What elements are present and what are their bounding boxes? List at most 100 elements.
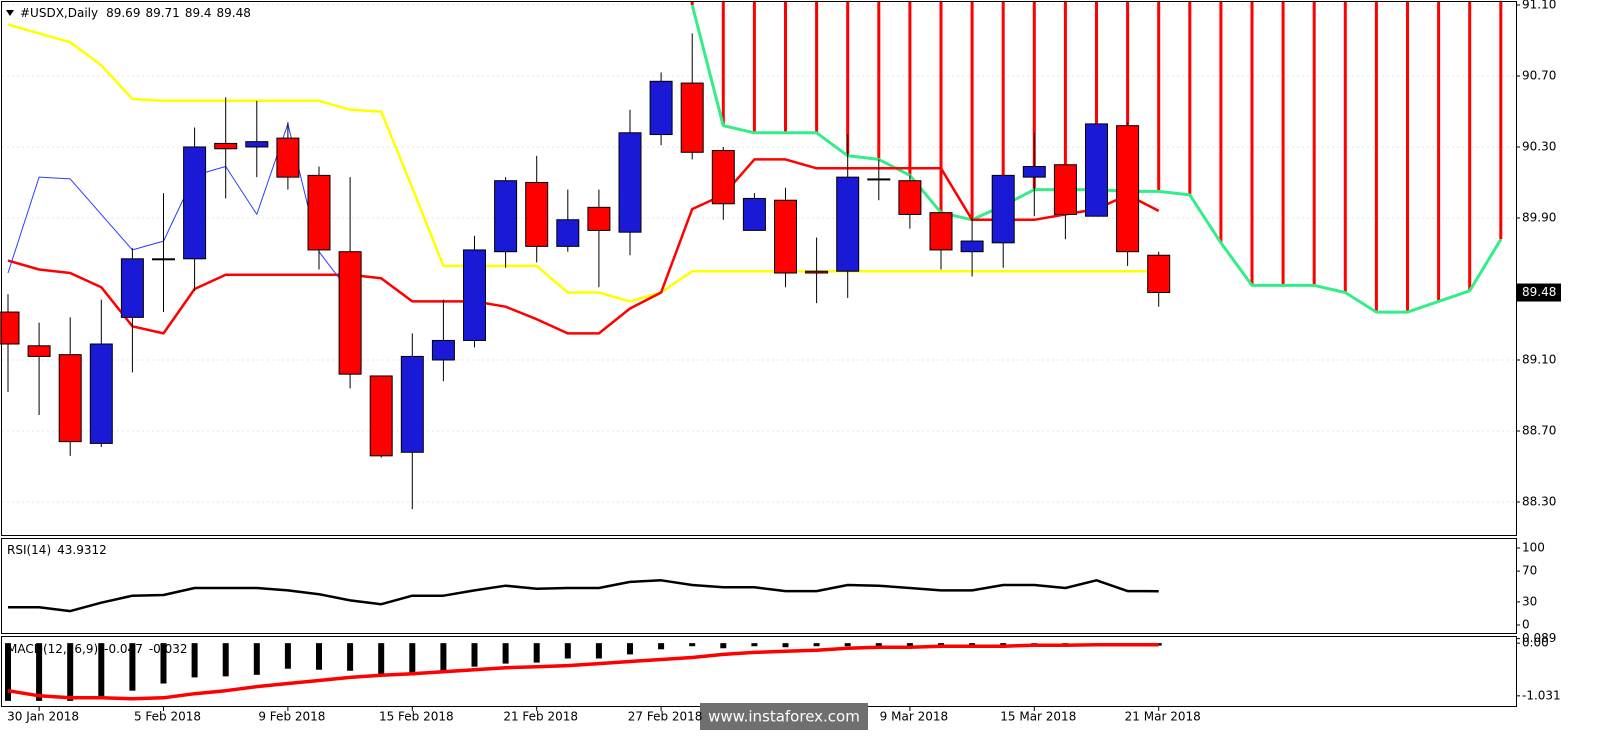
plot-layer [0,2,1516,701]
macd-bar [595,643,602,659]
macd-bar [720,643,727,649]
x-tick-label: 15 Mar 2018 [1000,710,1076,724]
y-tick-label: 90.70 [1522,68,1556,82]
x-tick-label: 9 Mar 2018 [880,710,948,724]
candle-body [960,240,984,253]
macd-bar [5,643,11,701]
macd-name: MACD(12,26,9) [7,642,98,656]
macd-bar [98,643,105,698]
x-tick-label: 21 Feb 2018 [503,710,578,724]
candle-body [836,176,860,272]
macd-bar [689,643,696,647]
candle-body [618,132,642,233]
macd-value: -0.047 [104,642,143,656]
x-tick-label: 9 Feb 2018 [258,710,325,724]
candle-body [245,141,269,148]
candle-body [649,80,673,136]
macd-bar [440,643,447,671]
candle-body [1147,254,1171,294]
x-tick-label: 15 Feb 2018 [379,710,454,724]
macd-bar [564,643,571,659]
open-value: 89.69 [106,6,140,20]
candle-body [58,354,82,443]
menu-arrow [6,10,14,16]
macd-bar [222,643,229,677]
y-tick-label: 88.30 [1522,494,1556,508]
close-value: 89.48 [217,6,251,20]
macd-bar [875,643,882,646]
candle-body [214,142,238,150]
rsi-panel-frame [1,538,1517,634]
candle-body [556,219,580,247]
macd-bar [751,643,758,647]
main-panel-frame [1,1,1517,536]
macd-bar [160,643,167,684]
rsi-name: RSI(14) [7,543,51,557]
x-tick-label: 30 Jan 2018 [7,710,79,724]
candle-body [991,174,1015,244]
rsi-title: RSI(14) 43.9312 [7,543,107,557]
candle-body [307,174,331,251]
candle-body [89,343,113,444]
macd-title: MACD(12,26,9) -0.047 -0.032 [7,642,188,656]
macd-bar [316,643,322,670]
candle-body [152,258,175,261]
macd-bar [502,643,509,664]
macd-bar [844,643,851,647]
candle-body [369,375,393,457]
candle-body [27,345,51,357]
candle-body [867,178,891,181]
candle-body [400,355,424,453]
macd-bar [284,643,291,669]
macd-bar [969,643,976,646]
macd-bar [191,643,198,678]
y-tick-label: 100 [1522,541,1545,555]
y-tick-label: 0 [1522,617,1530,631]
rsi-line [8,579,1159,613]
indicator-line [7,158,1160,335]
macd-bar [67,643,74,701]
y-tick-label: 0.00 [1522,636,1549,650]
candle-body [1116,125,1140,253]
macd-bar [36,643,43,701]
macd-bar [409,643,416,676]
x-tick-label: 5 Feb 2018 [134,710,201,724]
macd-bar [378,643,385,676]
indicator-line [7,23,1159,303]
candle-body [431,339,455,361]
y-tick-label: 88.70 [1522,423,1556,437]
y-tick-label: 91.10 [1522,0,1556,11]
candle-body [494,180,518,253]
macd-bar [906,643,913,646]
watermark-box [700,703,868,730]
candle-body [276,137,300,178]
y-tick-label: -1.031 [1522,688,1561,702]
y-tick-label: 89.90 [1522,210,1556,224]
macd-bar [658,643,665,650]
macd-bar [533,643,540,663]
macd-bar [938,643,944,646]
last-price-box [1517,283,1561,302]
candle-body [183,146,207,260]
candle-body [120,258,144,318]
candle-body [898,180,922,215]
x-tick-label: 21 Mar 2018 [1125,710,1201,724]
y-tick-label: 30 [1522,594,1537,608]
candle-body [774,199,797,274]
last-price-label: 89.48 [1522,285,1556,299]
low-value: 89.4 [185,6,212,20]
candle-body [805,270,829,274]
symbol-title: #USDX,Daily [20,6,98,20]
candle-body [1022,165,1046,178]
y-tick-label: 90.30 [1522,139,1556,153]
macd-bar [813,643,820,647]
watermark: www.instaforex.com [708,708,860,726]
candle-body [680,82,704,153]
high-value: 89.71 [145,6,179,20]
macd-bar [627,643,633,655]
y-tick-label: 89.10 [1522,352,1556,366]
signal-value: -0.032 [149,642,188,656]
macd-bar [1000,643,1007,646]
